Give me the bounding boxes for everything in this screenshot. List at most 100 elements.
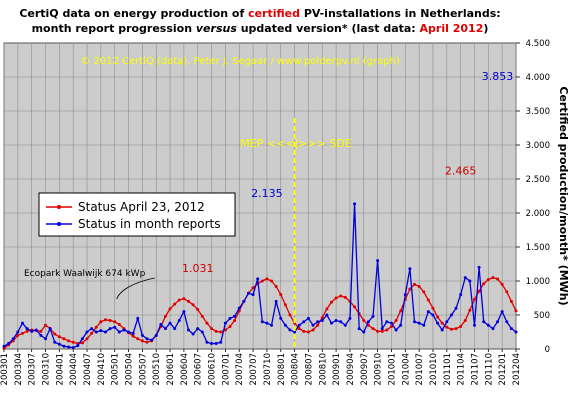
series-1-point xyxy=(191,303,195,307)
title-part: versus xyxy=(196,22,237,35)
series-1-point xyxy=(177,298,181,302)
series-2-point xyxy=(366,320,370,324)
x-tick-label: 200704 xyxy=(235,353,245,385)
series-1-point xyxy=(39,329,43,333)
series-2-point xyxy=(103,330,107,334)
series-1-point xyxy=(200,314,204,318)
x-tick-label: 200807 xyxy=(304,353,314,385)
series-1-point xyxy=(477,289,481,293)
series-2-point xyxy=(173,327,177,331)
series-1-point xyxy=(108,318,112,322)
series-1-point xyxy=(113,320,117,324)
series-1-point xyxy=(196,308,200,312)
series-2-point xyxy=(150,338,154,342)
series-2-point xyxy=(16,330,20,334)
series-2-point xyxy=(131,331,135,335)
series-1-point xyxy=(362,318,366,322)
series-1-point xyxy=(117,323,121,327)
series-2-point xyxy=(468,279,472,283)
series-2-point xyxy=(233,314,237,318)
series-1-point xyxy=(94,325,98,329)
x-tick-label: 201107 xyxy=(470,353,480,385)
series-2-point xyxy=(210,342,214,346)
series-2-point xyxy=(113,325,117,329)
series-2-point xyxy=(463,276,467,280)
title-part: CertiQ data on energy production of xyxy=(19,7,248,20)
series-2-point xyxy=(325,313,329,317)
legend-marker xyxy=(57,205,61,209)
series-2-point xyxy=(316,320,320,324)
series-1-point xyxy=(306,330,310,334)
series-1-point xyxy=(25,329,29,333)
series-2-point xyxy=(320,318,324,322)
series-line-1 xyxy=(3,276,517,349)
x-tick-label: 200407 xyxy=(83,353,93,385)
series-2-point xyxy=(159,323,163,327)
series-2-point xyxy=(514,330,518,334)
series-2-point xyxy=(283,323,287,327)
series-1-point xyxy=(131,334,135,338)
series-2-point xyxy=(486,323,490,327)
series-2-point xyxy=(11,337,15,341)
x-tick-label: 200610 xyxy=(208,353,218,385)
series-1-point xyxy=(16,333,20,337)
x-tick-label: 200601 xyxy=(166,353,176,385)
series-2-point xyxy=(270,323,274,327)
series-1-point xyxy=(514,309,518,313)
x-tick-label: 200401 xyxy=(55,353,65,385)
series-1-point xyxy=(20,331,24,335)
series-2-point xyxy=(302,320,306,324)
series-1-point xyxy=(163,314,167,318)
x-tick-label: 201110 xyxy=(484,353,494,385)
y-tick-label: 500 xyxy=(534,311,550,321)
series-2-point xyxy=(491,327,495,331)
series-2-point xyxy=(357,327,361,331)
series-2-point xyxy=(260,320,264,324)
x-tick-label: 201001 xyxy=(387,353,397,385)
series-1-point xyxy=(325,307,329,311)
y-tick-label: 3.000 xyxy=(526,141,550,151)
series-2-point xyxy=(242,299,246,303)
series-2-point xyxy=(274,299,278,303)
y-tick-label: 0 xyxy=(545,345,550,355)
series-1-point xyxy=(136,337,140,341)
series-1-point xyxy=(454,327,458,331)
annotations-layer: MEP <<<|>>> SDE © 2012 CertiQ (data). Pet… xyxy=(24,56,513,349)
series-1-point xyxy=(62,337,66,341)
series-1-point xyxy=(426,298,430,302)
series-2-point xyxy=(288,328,292,332)
series-1-point xyxy=(509,299,513,303)
series-1-point xyxy=(283,303,287,307)
series-2-point xyxy=(200,330,204,334)
series-1-point xyxy=(316,323,320,327)
x-tick-label: 200907 xyxy=(360,353,370,385)
series-2-point xyxy=(7,342,11,346)
series-1-point xyxy=(496,277,500,281)
x-tick-label: 200604 xyxy=(180,353,190,385)
series-1-point xyxy=(371,327,375,331)
series-2-point xyxy=(348,316,352,320)
series-1-point xyxy=(431,306,435,310)
series-1-point xyxy=(187,299,191,303)
series-2-point xyxy=(380,327,384,331)
series-1-point xyxy=(413,282,417,286)
series-2-point xyxy=(187,328,191,332)
series-2-point xyxy=(256,277,260,281)
x-tick-label: 200910 xyxy=(374,353,384,385)
title-part: PV-installations in Netherlands: xyxy=(300,7,501,20)
series-2-point xyxy=(279,316,283,320)
series-1-point xyxy=(71,340,75,344)
series-2-point xyxy=(311,323,315,327)
peak-label: 1.031 xyxy=(182,262,214,275)
series-2-point xyxy=(417,321,421,325)
series-2-point xyxy=(297,323,301,327)
series-2-point xyxy=(127,330,131,334)
y-tick-label: 1.500 xyxy=(526,243,550,253)
x-tick-label: 201204 xyxy=(512,353,522,385)
series-2-point xyxy=(34,328,38,332)
callout-label: Ecopark Waalwijk 674 kWp xyxy=(24,269,146,279)
series-2-point xyxy=(334,318,338,322)
axes-layer: 0 500 1.000 1.500 2.000 2.500 3.000 3.500 4.000 4… xyxy=(0,39,570,385)
series-2-point xyxy=(90,327,94,331)
